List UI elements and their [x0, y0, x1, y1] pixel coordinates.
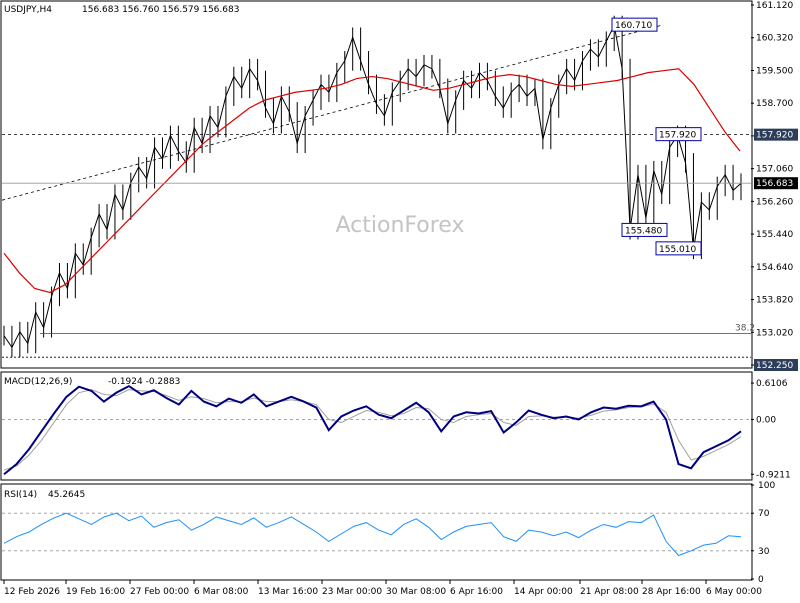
price-y-tick-label: 158.700	[756, 99, 793, 109]
x-tick-label: 19 Feb 16:00	[66, 587, 125, 597]
rsi-y-tick-label: 70	[758, 509, 770, 519]
trendline	[1, 24, 663, 201]
annotation-label: 160.710	[615, 21, 652, 31]
price-layer: 38.2 160.710 157.920 155.480 155.010	[1, 15, 755, 358]
current-price-label: 156.683	[756, 179, 793, 189]
price-y-tick-label: 161.120	[756, 1, 793, 11]
annotation-label: 155.480	[625, 226, 662, 236]
annotation-box	[655, 127, 702, 142]
price-y-tick-label: 160.320	[756, 34, 793, 44]
x-tick-label: 30 Mar 08:00	[386, 587, 446, 597]
rsi-panel-frame	[0, 483, 753, 581]
annotation-box	[611, 17, 658, 32]
macd-values: -0.1924 -0.2883	[108, 377, 180, 387]
axis-layer: 161.120160.320159.500158.700157.880157.0…	[3, 1, 798, 597]
price-y-tick-label: 157.060	[756, 165, 793, 175]
price-y-tick-label: 152.250	[756, 361, 793, 371]
macd-signal-line	[3, 389, 742, 471]
macd-y-tick-label: 0.6106	[756, 379, 788, 389]
price-panel-frame	[0, 0, 753, 369]
macd-title: MACD(12,26,9)	[4, 377, 72, 387]
macd-line	[3, 384, 742, 476]
rsi-layer	[2, 512, 751, 557]
annotation-box	[621, 222, 668, 237]
price-y-tick-label: 153.820	[756, 296, 793, 306]
annotation-box	[655, 241, 702, 256]
macd-y-tick-label: 0.00	[756, 415, 776, 425]
price-y-tick-label: 159.500	[756, 66, 793, 76]
price-line	[3, 23, 742, 349]
rsi-title: RSI(14)	[4, 490, 37, 500]
x-tick-label: 14 Apr 00:00	[514, 587, 573, 597]
price-y-tick-label: 153.020	[756, 328, 793, 338]
x-tick-label: 12 Feb 2026	[4, 587, 60, 597]
price-y-tick-label: 154.640	[756, 263, 793, 273]
rsi-y-tick-label: 30	[758, 547, 770, 557]
x-tick-label: 6 May 00:00	[706, 587, 762, 597]
macd-layer	[2, 384, 751, 476]
price-y-tick-label: 155.440	[756, 230, 793, 240]
price-y-tick-label: 156.260	[756, 197, 793, 207]
x-tick-label: 23 Mar 00:00	[322, 587, 382, 597]
ohlc-label: 156.683 156.760 156.579 156.683	[82, 5, 239, 15]
x-tick-label: 27 Feb 00:00	[130, 587, 189, 597]
x-tick-label: 21 Apr 08:00	[580, 587, 639, 597]
level-price-label: 157.920	[756, 131, 793, 141]
rsi-line	[3, 512, 742, 557]
fib-level-label: 38.2	[735, 324, 755, 334]
macd-y-tick-label: -0.9211	[756, 470, 791, 480]
rsi-value: 45.2645	[48, 490, 85, 500]
x-tick-label: 6 Apr 16:00	[450, 587, 503, 597]
annotation-label: 157.920	[659, 131, 696, 141]
price-level-tag	[754, 359, 798, 371]
current-price-tag	[754, 177, 798, 190]
x-tick-label: 13 Mar 16:00	[258, 587, 318, 597]
x-tick-label: 28 Apr 16:00	[642, 587, 701, 597]
moving-average-line	[3, 68, 741, 294]
level-price-tag	[754, 128, 798, 141]
watermark: ActionForex	[336, 213, 465, 238]
price-title: USDJPY,H4	[4, 5, 52, 15]
macd-panel-frame	[0, 371, 753, 481]
x-tick-label: 6 Mar 08:00	[194, 587, 249, 597]
rsi-y-tick-label: 100	[758, 481, 775, 491]
annotation-label: 155.010	[659, 245, 696, 255]
rsi-y-tick-label: 0	[758, 575, 764, 585]
